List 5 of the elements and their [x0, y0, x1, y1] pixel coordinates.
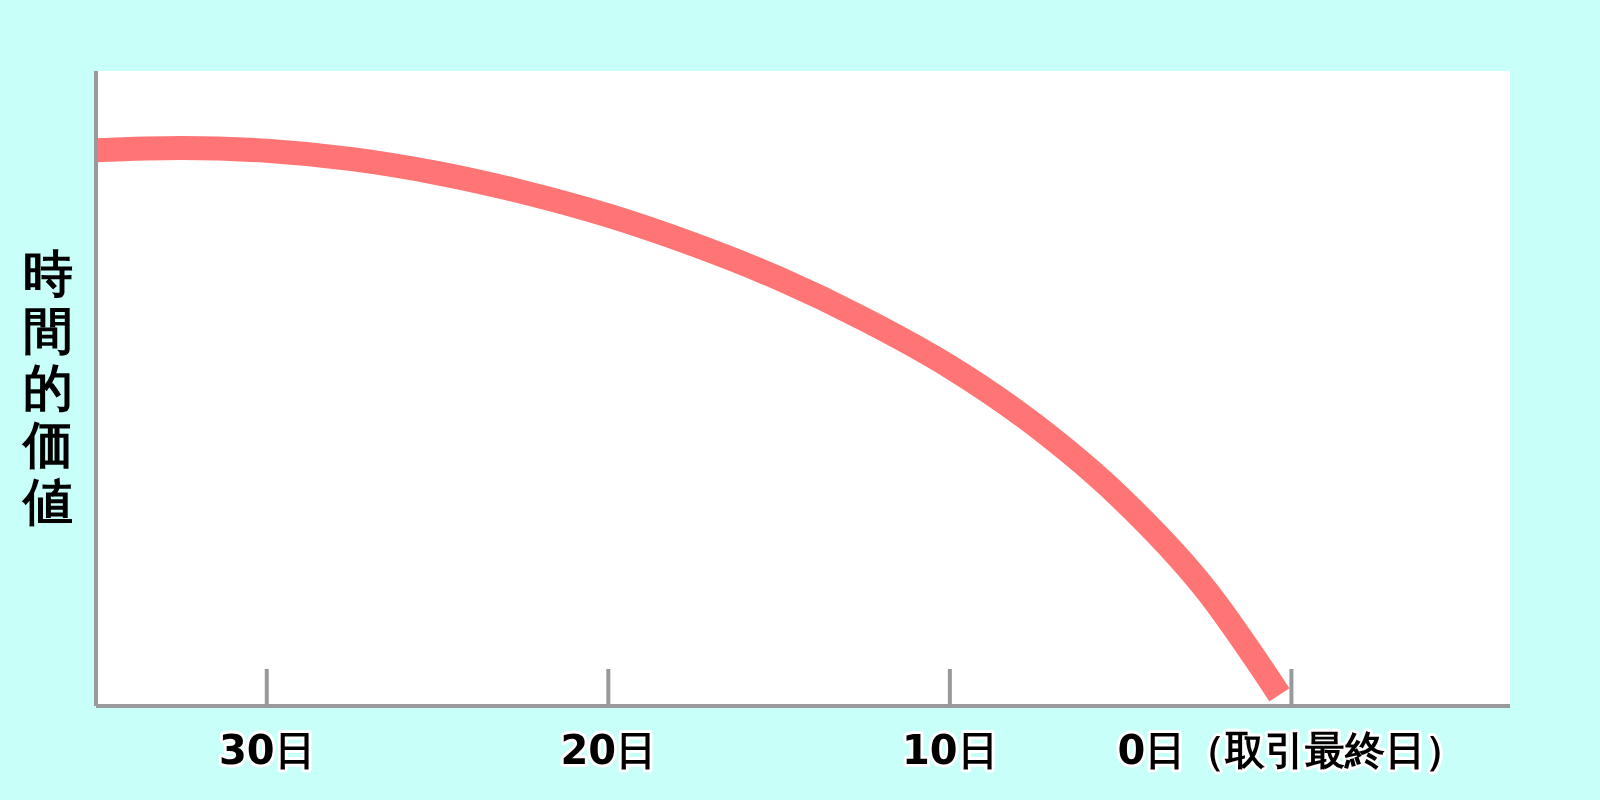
x-tick-label: 20日	[560, 727, 657, 773]
x-tick-label: 10日	[902, 727, 998, 773]
x-tick-label: 0日（取引最終日）	[1117, 727, 1466, 773]
x-tick-label: 30日	[218, 727, 315, 773]
y-axis-title: 時間的価値	[23, 245, 73, 531]
